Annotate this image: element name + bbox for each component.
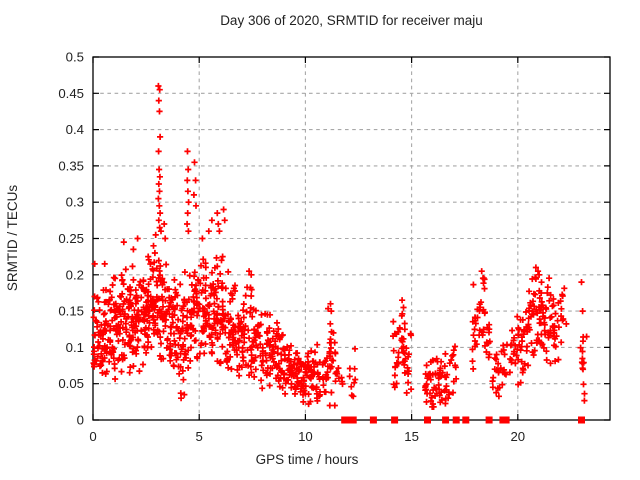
y-tick-label: 0.45 <box>58 86 84 101</box>
x-tick-label: 15 <box>404 429 419 444</box>
x-tick-label: 5 <box>196 429 203 444</box>
scatter-points <box>90 82 590 410</box>
y-tick-label: 0.3 <box>66 195 84 210</box>
zero-value-markers <box>341 416 585 424</box>
y-tick-label: 0.4 <box>66 122 84 137</box>
chart-title: Day 306 of 2020, SRMTID for receiver maj… <box>220 13 483 28</box>
y-tick-label: 0.15 <box>58 304 84 319</box>
x-tick-label: 0 <box>89 429 96 444</box>
grid-lines <box>93 57 610 420</box>
y-tick-label: 0.1 <box>66 340 84 355</box>
y-tick-label: 0.35 <box>58 158 84 173</box>
x-tick-label: 10 <box>298 429 313 444</box>
x-tick-label: 20 <box>510 429 525 444</box>
y-tick-label: 0.25 <box>58 231 84 246</box>
y-tick-label: 0 <box>77 413 84 428</box>
y-tick-label: 0.5 <box>66 50 84 65</box>
y-tick-label: 0.2 <box>66 267 84 282</box>
x-axis-label: GPS time / hours <box>255 452 359 467</box>
y-tick-label: 0.05 <box>58 376 84 391</box>
